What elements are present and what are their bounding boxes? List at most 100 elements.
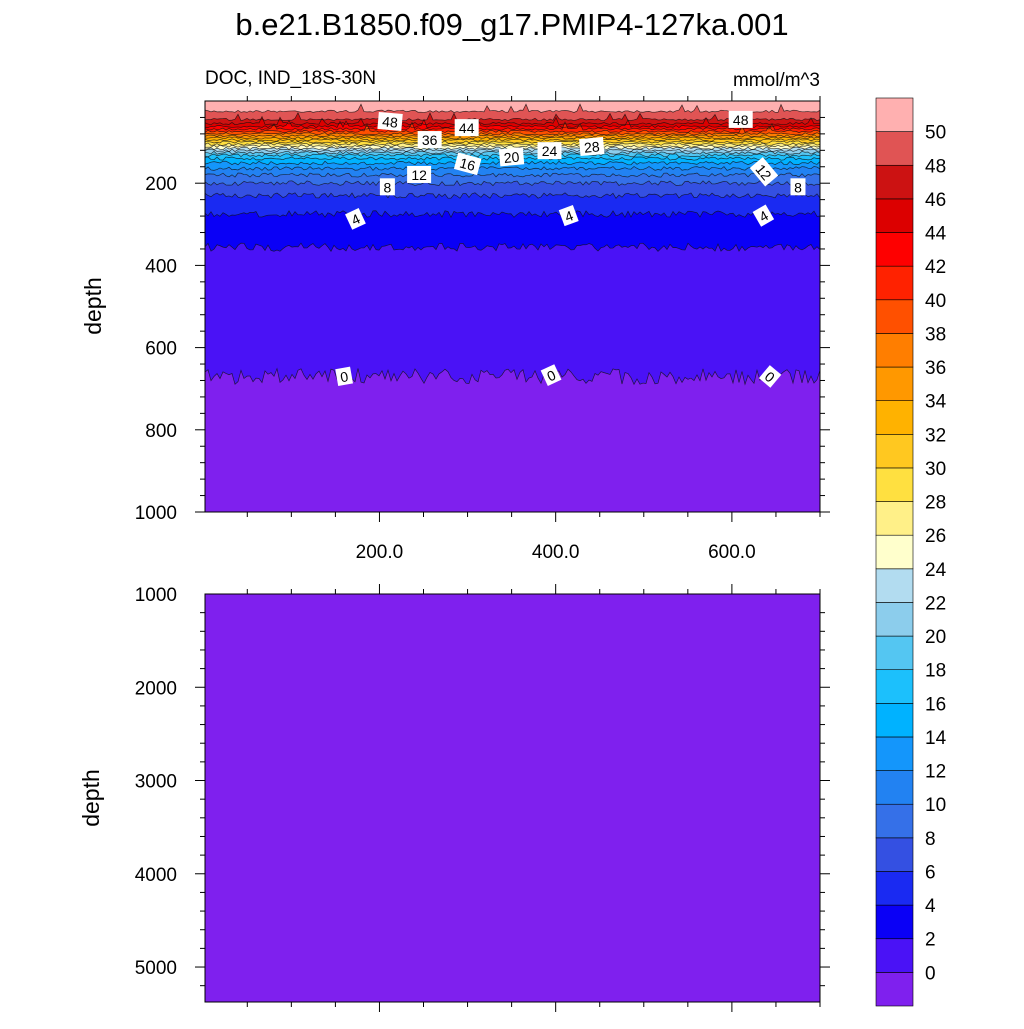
colorbar-swatch bbox=[875, 669, 914, 704]
colorbar-swatch bbox=[875, 602, 914, 637]
colorbar-label: 24 bbox=[925, 560, 947, 581]
contour-label: 4 bbox=[558, 205, 579, 227]
colorbar-label: 18 bbox=[925, 661, 946, 682]
contour-label-text: 44 bbox=[459, 120, 475, 136]
contour-label-box bbox=[417, 131, 442, 149]
colorbar-label: 44 bbox=[925, 224, 947, 245]
x-tick-label: 600.0 bbox=[708, 542, 756, 563]
colorbar-swatch bbox=[875, 972, 914, 1007]
contour-line-0 bbox=[204, 367, 821, 386]
y-tick-label: 800 bbox=[145, 421, 177, 442]
colorbar-swatch bbox=[875, 501, 914, 536]
contour-label-box bbox=[377, 111, 403, 131]
contour-label-text: 16 bbox=[458, 155, 477, 175]
contour-label-text: 8 bbox=[794, 179, 802, 195]
units-subtitle: mmol/m^3 bbox=[733, 70, 820, 91]
contour-label-box bbox=[558, 205, 579, 227]
contour-label-box bbox=[335, 366, 353, 386]
contour-line-4 bbox=[204, 210, 821, 219]
contour-label: 0 bbox=[335, 366, 353, 386]
bottom-y-axis-label: depth bbox=[78, 769, 104, 827]
contour-line-28 bbox=[204, 142, 821, 146]
colorbar-label: 10 bbox=[925, 795, 946, 816]
colorbar-swatch bbox=[875, 904, 914, 940]
contour-label: 16 bbox=[453, 152, 482, 176]
contour-label-text: 28 bbox=[583, 138, 600, 155]
contour-line-46 bbox=[204, 115, 821, 126]
contour-label: 44 bbox=[454, 119, 479, 137]
colorbar-label: 26 bbox=[925, 526, 946, 547]
y-tick-label: 2000 bbox=[135, 678, 177, 699]
chart-title: b.e21.B1850.f09_g17.PMIP4-127ka.001 bbox=[235, 7, 788, 42]
contour-label-box bbox=[407, 165, 432, 183]
colorbar-swatch bbox=[875, 467, 914, 502]
contour-line-12 bbox=[204, 166, 821, 171]
colorbar-swatch bbox=[875, 97, 914, 132]
contour-label-box bbox=[537, 142, 562, 160]
contour-label-text: 12 bbox=[411, 167, 427, 183]
contour-label: 48 bbox=[728, 110, 753, 128]
colorbar-swatch bbox=[875, 333, 914, 368]
contour-line-2 bbox=[204, 242, 821, 253]
y-tick-label: 5000 bbox=[135, 958, 177, 979]
colorbar-label: 28 bbox=[925, 493, 946, 514]
contour-label-box bbox=[454, 119, 479, 137]
contour-label-text: 24 bbox=[542, 143, 558, 159]
colorbar-label: 0 bbox=[925, 963, 936, 984]
colorbar-label: 50 bbox=[925, 123, 946, 144]
y-tick-label: 600 bbox=[145, 339, 177, 360]
contour-label-box bbox=[749, 157, 779, 187]
contour-label-box bbox=[790, 178, 806, 196]
colorbar-label: 30 bbox=[925, 459, 946, 480]
colorbar-label: 48 bbox=[925, 156, 946, 177]
colorbar-label: 42 bbox=[925, 257, 946, 278]
colorbar-label: 6 bbox=[925, 862, 936, 883]
y-tick-label: 1000 bbox=[135, 503, 177, 524]
contour-band-0 bbox=[205, 368, 820, 512]
colorbar-swatch bbox=[875, 131, 914, 166]
contour-label: 24 bbox=[537, 142, 562, 160]
colorbar-label: 12 bbox=[925, 762, 946, 783]
colorbar-swatch bbox=[875, 164, 914, 200]
contour-label-text: 8 bbox=[383, 179, 391, 195]
contour-line-10 bbox=[204, 172, 821, 178]
contour-label-text: 48 bbox=[733, 112, 749, 128]
colorbar-swatch bbox=[875, 400, 914, 435]
contour-label-text: 20 bbox=[503, 149, 520, 166]
x-tick-label: 400.0 bbox=[532, 542, 580, 563]
colorbar-label: 38 bbox=[925, 324, 946, 345]
y-tick-label: 4000 bbox=[135, 865, 177, 886]
contour-line-44 bbox=[204, 118, 821, 129]
contour-line-34 bbox=[204, 136, 821, 140]
contour-label-text: 0 bbox=[339, 368, 350, 385]
colorbar-swatch bbox=[875, 635, 914, 671]
contour-label: 8 bbox=[790, 178, 806, 196]
colorbar-label: 32 bbox=[925, 425, 946, 446]
colorbar-swatch bbox=[875, 871, 914, 906]
contour-label-box bbox=[498, 147, 525, 167]
colorbar-swatch bbox=[875, 568, 914, 603]
x-tick-label: 200.0 bbox=[356, 542, 404, 563]
colorbar-swatch bbox=[875, 198, 914, 233]
variable-subtitle: DOC, IND_18S-30N bbox=[205, 68, 376, 89]
contour-label-text: 36 bbox=[422, 132, 438, 148]
colorbar-swatch bbox=[875, 736, 914, 771]
lower-depth-panel: 1000 2000 3000 4000 5000 bbox=[135, 584, 830, 1012]
contour-label-box bbox=[579, 137, 605, 157]
band-below-0 bbox=[204, 593, 821, 1003]
contour-label-box bbox=[752, 204, 775, 227]
contour-label: 4 bbox=[345, 208, 366, 230]
colorbar-label: 20 bbox=[925, 627, 946, 648]
plot-frame bbox=[204, 100, 821, 513]
contour-line-50 bbox=[204, 103, 821, 113]
colorbar-swatch bbox=[875, 433, 914, 469]
contour-label: 8 bbox=[379, 178, 395, 196]
contour-label: 12 bbox=[407, 165, 432, 183]
colorbar-swatch bbox=[875, 299, 914, 334]
colorbar-label: 40 bbox=[925, 291, 946, 312]
top-y-axis-label: depth bbox=[80, 277, 106, 335]
contour-label: 20 bbox=[498, 147, 525, 167]
colorbar-swatch bbox=[875, 770, 914, 805]
